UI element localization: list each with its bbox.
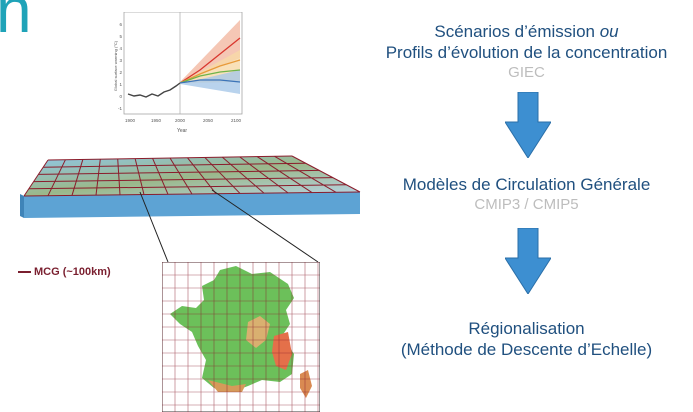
xtick: 1900 (125, 118, 136, 123)
grid-line (291, 155, 361, 193)
step-general-circulation-models: Modèles de Circulation Générale CMIP3 / … (360, 174, 693, 215)
grid-line (274, 155, 337, 193)
slab-side (20, 194, 24, 218)
grid-line (33, 177, 333, 183)
spread-high (180, 20, 240, 82)
slab-front (24, 192, 360, 218)
projection-mid-low (179, 69, 241, 84)
grid-line (117, 158, 121, 195)
grid-line (187, 157, 217, 195)
step-regionalisation: Régionalisation (Méthode de Descente d’E… (360, 318, 693, 360)
step3-line2: (Méthode de Descente d’Echelle) (400, 340, 653, 359)
projection-high (179, 37, 241, 84)
step1-line2: Profils d’évolution de la concentration (385, 43, 668, 62)
step2-line1: Modèles de Circulation Générale (402, 175, 651, 194)
grid-line (43, 162, 306, 168)
chart-ylabel: Global surface warming (°C) (113, 40, 118, 91)
ytick: 3 (119, 58, 122, 63)
ytick: -1 (118, 106, 122, 111)
ytick: 4 (119, 46, 122, 51)
global-climate-model-grid (20, 155, 361, 218)
down-arrow-1 (505, 92, 551, 158)
grid-line (23, 159, 49, 197)
regional-map-france (162, 262, 320, 412)
step1-line1: Scénarios d’émission ou (434, 22, 619, 41)
xtick: 2100 (231, 118, 242, 123)
legend-line-icon (18, 271, 31, 274)
connector-left (139, 191, 169, 263)
grid-line (23, 191, 361, 197)
step2-source: CMIP3 / CMIP5 (474, 196, 579, 213)
grid-line (38, 169, 320, 175)
step-emission-scenarios: Scénarios d’émission ou Profils d’évolut… (360, 21, 693, 83)
mcg-label: MCG (~100km) (34, 266, 111, 278)
corsica (300, 370, 312, 398)
grid-line (134, 158, 145, 195)
grid-line (47, 159, 66, 196)
xtick: 2000 (175, 118, 186, 123)
ytick: 1 (119, 82, 122, 87)
grid-line (204, 157, 241, 194)
warming-projection-chart: Global surface warming (°C) Year 1900 19… (113, 12, 243, 134)
grid-line (47, 155, 293, 161)
historical-line (127, 82, 181, 98)
alps (272, 332, 292, 370)
regional-gridlines (162, 262, 320, 412)
grid-line (169, 157, 193, 195)
spread-low (180, 70, 240, 94)
grid-line (95, 159, 101, 196)
grid-line (152, 158, 169, 195)
ytick: 0 (119, 94, 122, 99)
ytick: 6 (119, 22, 122, 27)
step1-source: GIEC (508, 64, 545, 81)
chart-xlabel: Year (177, 128, 187, 134)
grid-line (71, 159, 84, 196)
grid-line (239, 156, 289, 194)
step3-line1: Régionalisation (468, 319, 585, 338)
ytick: 5 (119, 34, 122, 39)
xtick: 1950 (151, 118, 162, 123)
mcg-legend: MCG (~100km) (18, 266, 111, 278)
ytick: 2 (119, 70, 122, 75)
down-arrow-2 (505, 228, 551, 294)
france-landmass (170, 266, 294, 392)
connector-right (211, 189, 319, 263)
grid-line (256, 156, 313, 193)
grid-line (221, 156, 265, 194)
grid-line (28, 184, 347, 190)
model-gridlines (23, 155, 361, 197)
partial-title-letter: n (0, 0, 32, 46)
xtick: 2050 (203, 118, 214, 123)
projection-mid-high (179, 59, 241, 84)
projection-low (179, 79, 241, 84)
